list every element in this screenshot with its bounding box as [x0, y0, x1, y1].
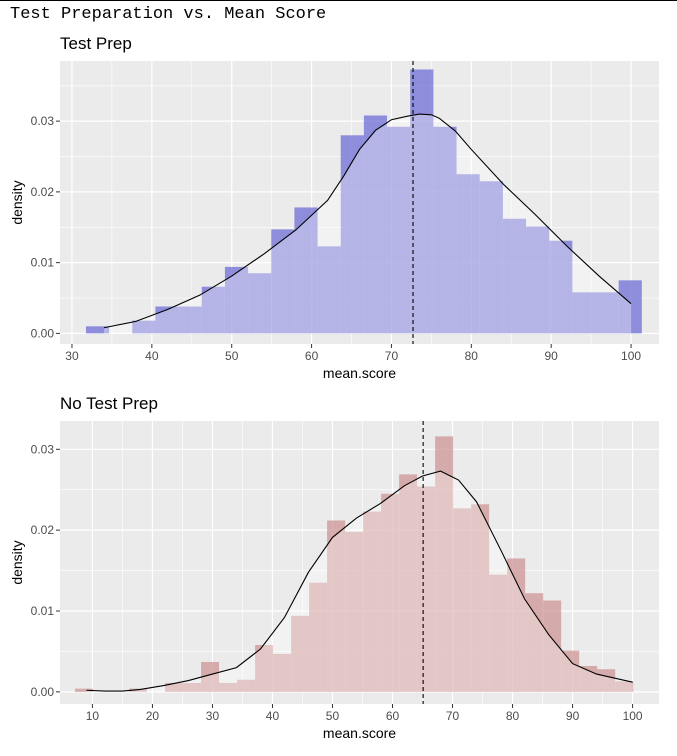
- top-border-line: [0, 0, 677, 1]
- x-tick-label: 60: [386, 709, 400, 723]
- histogram-bar: [561, 650, 580, 692]
- histogram-bar: [294, 207, 318, 334]
- histogram-bar: [183, 682, 202, 692]
- histogram-bar: [165, 682, 184, 692]
- x-tick-label: 50: [326, 709, 340, 723]
- histogram-bar: [309, 582, 328, 692]
- chart-title: Test Prep: [60, 34, 132, 53]
- x-tick-label: 30: [206, 709, 220, 723]
- histogram-bar: [201, 661, 220, 692]
- density-area: [86, 471, 633, 692]
- x-tick-label: 10: [86, 709, 100, 723]
- x-tick-label: 70: [446, 709, 460, 723]
- histogram-bar: [387, 126, 411, 334]
- chart-panel-test-prep: Test Prep 30 40 50 60 70 80 90 100 0.00 0.01 0.02 0…: [0, 34, 677, 394]
- x-tick-label: 100: [621, 349, 641, 363]
- y-tick-label: 0.03: [31, 442, 55, 456]
- density-curve: [86, 470, 633, 692]
- histogram-bar: [224, 266, 249, 334]
- histogram-bar: [543, 600, 562, 692]
- histogram-bar: [471, 504, 490, 692]
- histogram-bar: [237, 679, 256, 692]
- x-tick-label: 40: [266, 709, 280, 723]
- histogram-bar: [291, 615, 310, 692]
- histogram-bar: [155, 306, 179, 334]
- y-axis-label: density: [9, 180, 25, 224]
- y-tick-label: 0.00: [31, 685, 55, 699]
- x-tick-label: 80: [465, 349, 479, 363]
- histogram-bar: [340, 135, 364, 334]
- histogram-bar: [453, 508, 472, 692]
- histogram-bar: [85, 326, 110, 334]
- y-tick-label: 0.01: [31, 256, 55, 270]
- histogram-bar: [363, 511, 382, 692]
- x-tick-label: 90: [566, 709, 580, 723]
- x-axis-label: mean.score: [323, 365, 396, 381]
- histogram-bar: [75, 688, 94, 692]
- histogram-bar: [489, 574, 508, 692]
- histogram-bar: [381, 493, 400, 692]
- histogram-bar: [248, 273, 272, 334]
- y-tick-label: 0.02: [31, 523, 55, 537]
- histogram-bar: [178, 306, 202, 334]
- histogram-bar: [273, 653, 292, 692]
- histogram-bar: [479, 181, 503, 334]
- histogram-bar: [255, 644, 274, 692]
- histogram-bar: [417, 486, 436, 692]
- histogram-bar: [410, 69, 434, 334]
- chart-panel-no-test-prep: No Test Prep 10 20 30 40 50 60 70 80 90 100 0.00 0.…: [0, 394, 677, 754]
- histogram-bar: [399, 474, 418, 692]
- y-tick-label: 0.00: [31, 326, 55, 340]
- histogram-bar: [219, 682, 238, 692]
- histogram-bar: [132, 320, 156, 334]
- histogram-bar: [433, 126, 457, 334]
- histogram-bar: [615, 681, 634, 692]
- histogram-bar: [456, 174, 480, 334]
- density-area: [103, 114, 632, 334]
- y-tick-label: 0.03: [31, 114, 55, 128]
- histogram-bar: [129, 688, 148, 692]
- histogram-bar: [525, 593, 544, 692]
- x-axis-label: mean.score: [323, 725, 396, 741]
- chart-title: No Test Prep: [60, 394, 158, 413]
- histogram-bar: [526, 226, 550, 334]
- x-tick-label: 50: [225, 349, 239, 363]
- histogram-bar: [549, 240, 573, 334]
- x-tick-label: 80: [506, 709, 520, 723]
- histogram-bar: [435, 436, 454, 692]
- x-tick-label: 90: [545, 349, 559, 363]
- x-tick-label: 100: [623, 709, 643, 723]
- histogram-bar: [201, 286, 225, 334]
- histogram-bar: [572, 292, 596, 334]
- histogram-bar: [271, 229, 295, 334]
- page-title: Test Preparation vs. Mean Score: [10, 5, 327, 24]
- density-curve: [103, 113, 632, 329]
- x-tick-label: 60: [305, 349, 319, 363]
- histogram-bar: [363, 115, 388, 334]
- y-axis-label: density: [9, 540, 25, 584]
- x-tick-label: 30: [65, 349, 79, 363]
- chart-svg-no-test-prep: 10 20 30 40 50 60 70 80 90 100 0.00 0.01 0.02 0.03 mea…: [9, 421, 659, 741]
- y-tick-label: 0.01: [31, 604, 55, 618]
- y-tick-label: 0.02: [31, 185, 55, 199]
- histogram-bar: [317, 246, 341, 334]
- chart-svg-test-prep: 30 40 50 60 70 80 90 100 0.00 0.01 0.02 0.03 mean.sc…: [9, 61, 659, 381]
- histogram-bar: [345, 531, 364, 692]
- histogram-bar: [595, 292, 619, 334]
- histogram-bar: [502, 218, 527, 334]
- x-tick-label: 40: [145, 349, 159, 363]
- x-tick-label: 70: [385, 349, 399, 363]
- histogram-bar: [327, 520, 346, 692]
- x-tick-label: 20: [146, 709, 160, 723]
- histogram-bar: [618, 280, 642, 334]
